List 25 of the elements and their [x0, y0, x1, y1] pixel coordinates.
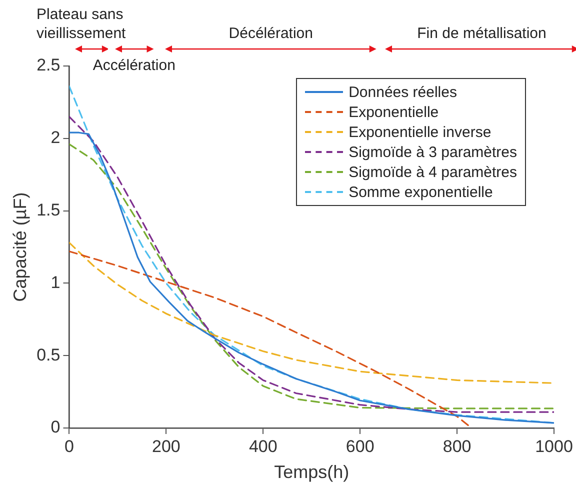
legend-label: Exponentielle inverse — [348, 124, 492, 140]
y-tick-label: 2.5 — [36, 56, 60, 75]
y-tick-label: 2 — [50, 128, 60, 148]
annotation: Accélération — [92, 56, 176, 75]
legend-label: Sigmoïde à 4 paramètres — [348, 164, 517, 180]
y-tick-label: 1.5 — [36, 200, 60, 220]
x-tick-label: 200 — [152, 436, 180, 456]
text: Plateau sans vieillissement — [36, 5, 127, 43]
legend-label: Sigmoïde à 3 paramètres — [348, 144, 517, 160]
y-axis-title: Capacité (µF) — [10, 192, 30, 302]
y-tick-label: 1 — [50, 272, 60, 292]
text: Fin de métallisation — [417, 24, 546, 43]
x-axis-title: Temps(h) — [274, 462, 350, 482]
y-tick-label: 0 — [50, 418, 60, 437]
legend-label: Exponentielle — [348, 104, 439, 120]
legend-label: Données réelles — [348, 84, 457, 100]
x-tick-label: 1000 — [535, 436, 573, 456]
y-tick-label: 0.5 — [36, 345, 60, 364]
line-series — [69, 242, 554, 384]
x-tick-label: 0 — [64, 436, 74, 456]
x-tick-label: 800 — [442, 436, 472, 456]
x-tick-label: 600 — [346, 436, 374, 456]
legend-label: Somme exponentielle — [348, 184, 493, 200]
x-tick-label: 400 — [248, 436, 278, 456]
text: Décélération — [228, 24, 313, 43]
